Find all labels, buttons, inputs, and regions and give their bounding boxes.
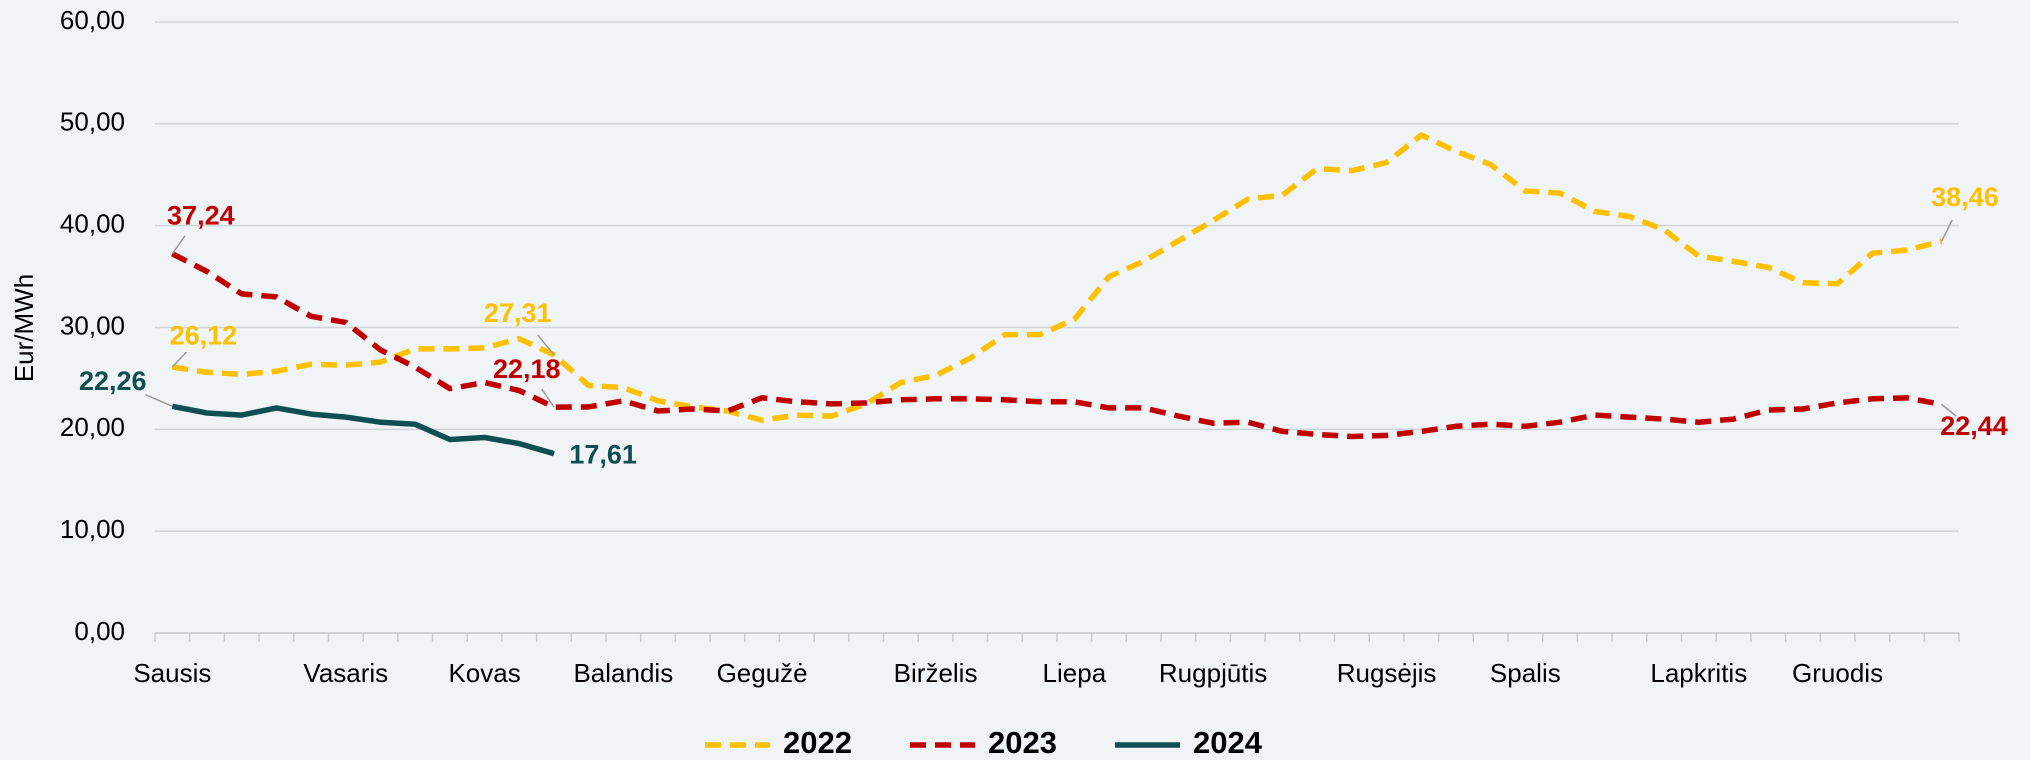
series-line <box>171 132 1943 423</box>
x-tick-label: Spalis <box>1490 658 1561 688</box>
leader-line <box>145 393 173 408</box>
x-tick-label: Vasaris <box>303 658 388 688</box>
x-tick-label: Balandis <box>573 658 673 688</box>
leader-line <box>1940 219 1953 242</box>
data-label: 37,24 <box>167 201 235 231</box>
legend-label: 2022 <box>783 725 852 760</box>
data-label: 26,12 <box>170 320 238 350</box>
x-tick-label: Kovas <box>448 658 520 688</box>
y-axis-label: Eur/MWh <box>9 274 39 382</box>
legend-label: 2023 <box>988 725 1057 760</box>
data-label: 22,18 <box>493 354 561 384</box>
data-label: 38,46 <box>1931 182 1999 212</box>
leader-line <box>537 334 555 356</box>
y-tick-label: 20,00 <box>60 412 125 442</box>
series-line <box>171 251 1943 440</box>
y-tick-label: 0,00 <box>74 616 125 646</box>
leader-line <box>541 388 555 408</box>
leader-line <box>1941 403 1957 417</box>
y-tick-label: 30,00 <box>60 310 125 340</box>
y-tick-label: 40,00 <box>60 209 125 239</box>
x-tick-label: Lapkritis <box>1650 658 1747 688</box>
x-tick-label: Gruodis <box>1792 658 1883 688</box>
x-tick-label: Rugsėjis <box>1337 658 1437 688</box>
y-tick-label: 50,00 <box>60 107 125 137</box>
x-tick-label: Gegužė <box>717 658 808 688</box>
data-label: 22,44 <box>1940 411 2008 441</box>
x-tick-label: Birželis <box>894 658 978 688</box>
data-label: 17,61 <box>569 439 637 469</box>
y-tick-label: 10,00 <box>60 514 125 544</box>
data-label: 27,31 <box>484 298 552 328</box>
data-label: 22,26 <box>79 366 147 396</box>
y-tick-label: 60,00 <box>60 5 125 35</box>
leader-line <box>171 235 186 255</box>
legend-label: 2024 <box>1193 725 1263 760</box>
x-tick-label: Rugpjūtis <box>1159 658 1267 688</box>
series-line <box>171 403 555 457</box>
leader-line <box>171 351 187 368</box>
x-tick-label: Liepa <box>1043 658 1107 688</box>
x-tick-label: Sausis <box>133 658 211 688</box>
